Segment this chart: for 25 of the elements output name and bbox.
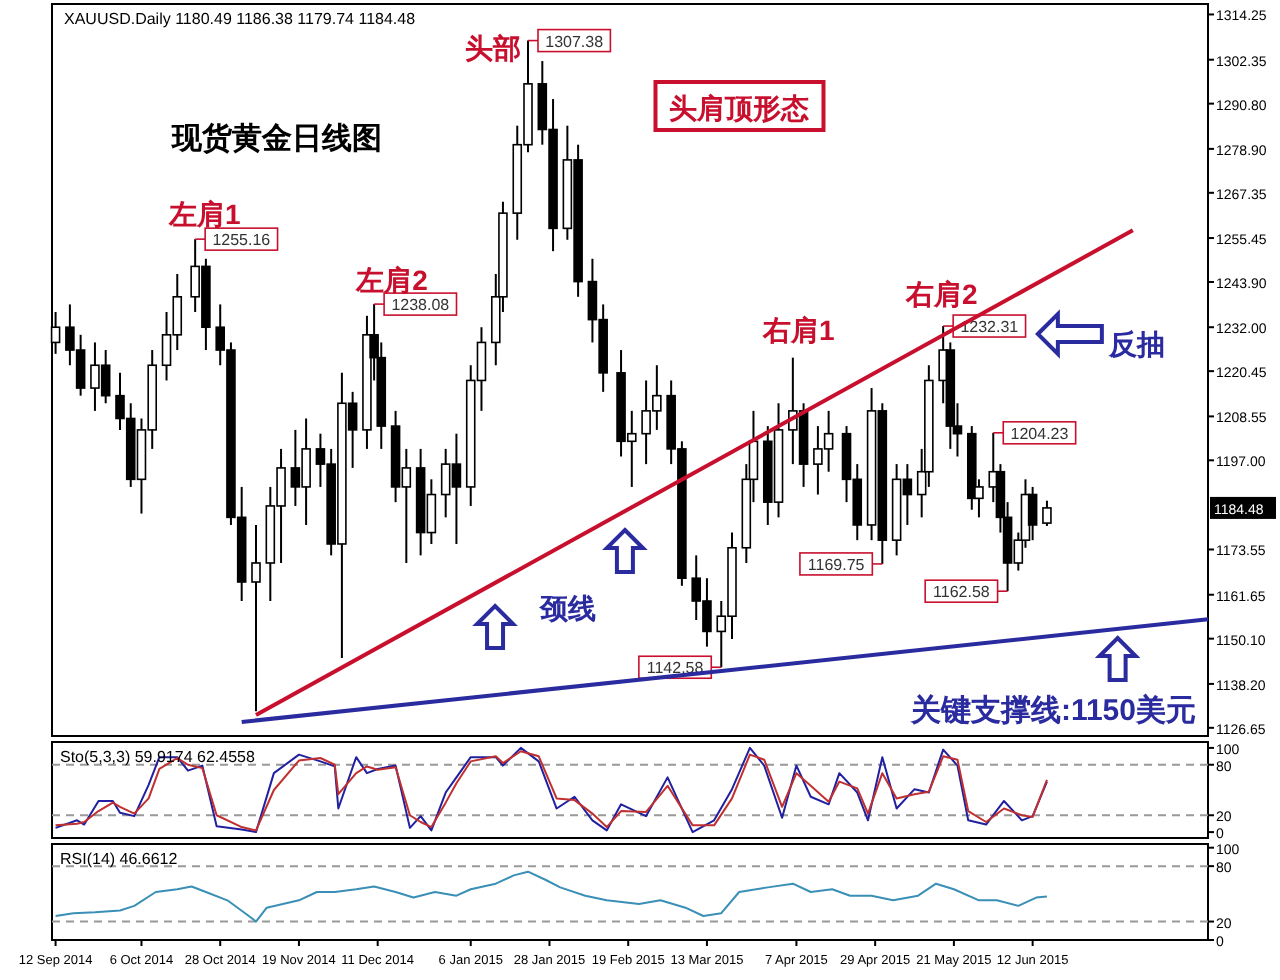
text: 1232.31: [960, 318, 1019, 337]
annotation: 右肩2: [904, 278, 979, 310]
text: 现货黄金日线图: [170, 122, 383, 156]
annotation: 头部: [465, 32, 522, 64]
text: 1238.08: [391, 296, 450, 315]
annotation: 右肩1: [760, 314, 835, 346]
text: 1142.58: [646, 659, 704, 678]
candlestick: [1027, 485, 1038, 542]
text: 1255.16: [212, 231, 271, 250]
legend-label: 关键支撑线:1150美元: [908, 692, 1196, 728]
text: 1204.23: [1010, 424, 1069, 443]
annotation: 左肩2: [354, 264, 429, 296]
candlestick: [251, 523, 261, 713]
annotation: 头肩顶形态: [669, 92, 810, 124]
chart-subtitle: XAUUSD.Daily 1180.49 1186.38 1179.74 1184.48: [64, 10, 417, 28]
annotation: 反抽: [1106, 328, 1165, 360]
text: 1169.75: [807, 555, 865, 574]
candlestick: [1042, 499, 1052, 527]
annotation: 颈线: [537, 592, 596, 624]
chart-title: Sto(5,3,3) 59.9174 62.4558: [60, 748, 256, 766]
annotation: 左肩1: [166, 198, 241, 230]
chart-title: RSI(14) 46.6612: [60, 850, 179, 868]
text: 1307.38: [545, 32, 604, 51]
line-series: [54, 870, 1048, 923]
text: 1162.58: [933, 583, 990, 602]
